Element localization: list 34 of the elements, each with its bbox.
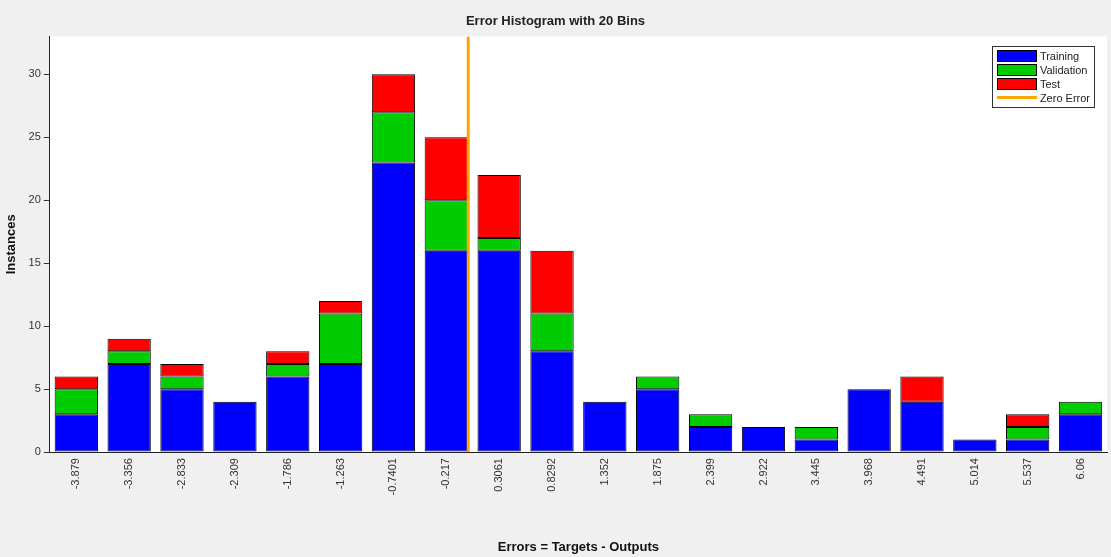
legend-label: Training [1039, 48, 1080, 63]
y-tick-label: 0 [34, 445, 41, 458]
x-tick-label: 1.352 [597, 458, 610, 486]
y-tick-label: 15 [28, 256, 41, 269]
x-tick-label: 6.06 [1073, 458, 1086, 480]
y-axis-title: Instances [3, 214, 19, 275]
x-tick-label: -1.263 [333, 458, 346, 490]
y-tick-label: 5 [34, 382, 41, 395]
x-tick-label: 3.445 [809, 458, 822, 486]
y-tick-label: 25 [28, 130, 41, 143]
x-tick-label: 0.3061 [492, 458, 505, 492]
y-tick-label: 20 [28, 193, 41, 206]
x-tick-label: 3.968 [862, 458, 875, 486]
x-tick-label: -3.879 [69, 458, 82, 490]
x-tick-label: 5.014 [967, 458, 980, 486]
y-tick-label: 10 [28, 319, 41, 332]
x-tick-label: -2.309 [227, 458, 240, 490]
chart-title: Error Histogram with 20 Bins [465, 13, 646, 29]
x-tick-label: -0.217 [439, 458, 452, 490]
x-tick-label: 4.491 [915, 458, 928, 486]
x-tick-label: -1.786 [280, 458, 293, 490]
x-tick-label: 0.8292 [545, 458, 558, 492]
legend-label: Validation [1039, 62, 1088, 77]
x-tick-label: 5.537 [1020, 458, 1033, 486]
x-tick-label: 2.922 [756, 458, 769, 486]
legend-label: Test [1039, 76, 1061, 91]
x-tick-label: -0.7401 [386, 458, 399, 496]
x-tick-label: 2.399 [703, 458, 716, 486]
x-tick-label: 1.875 [650, 458, 663, 486]
x-tick-label: -2.833 [175, 458, 188, 490]
legend-label: Zero Error [1039, 90, 1090, 105]
y-tick-label: 30 [28, 67, 41, 80]
x-tick-label: -3.356 [122, 458, 135, 490]
x-axis-title: Errors = Targets - Outputs [497, 538, 660, 554]
